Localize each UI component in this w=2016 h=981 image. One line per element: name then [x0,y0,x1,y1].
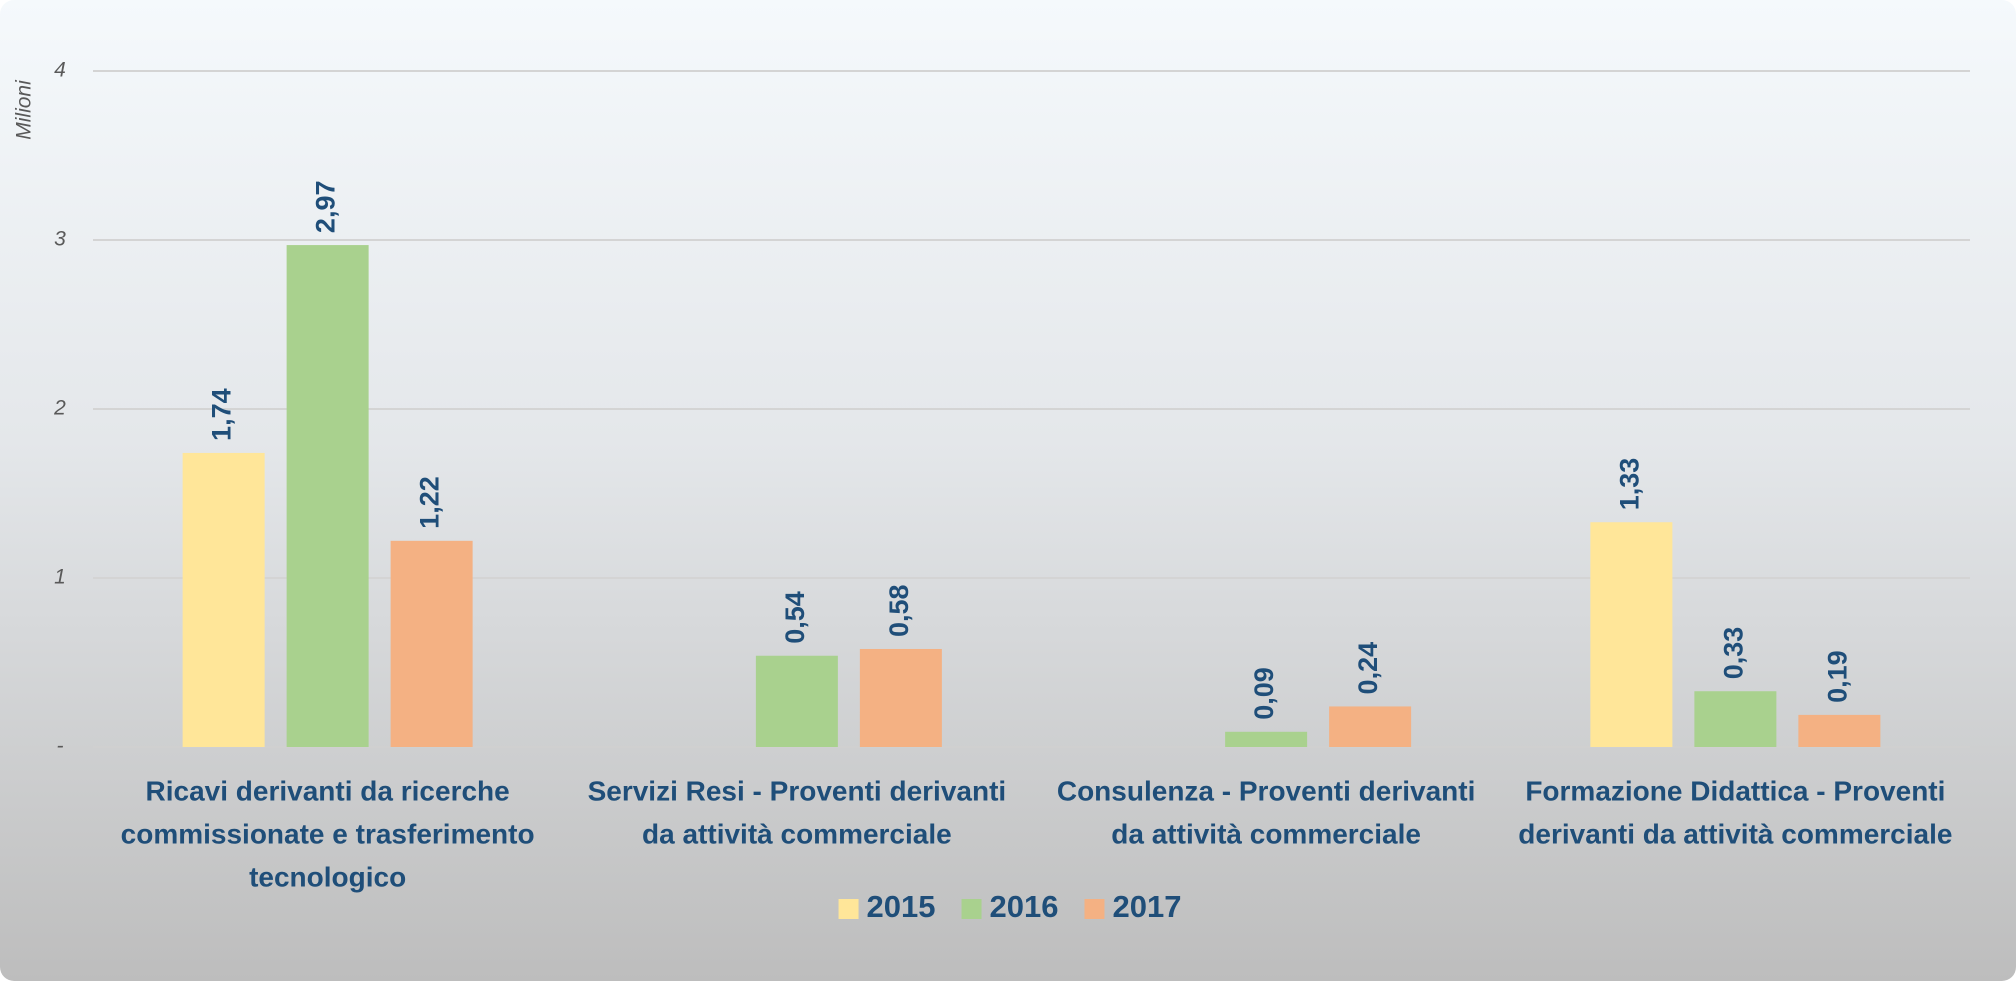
legend-label: 2017 [1112,889,1181,924]
x-tick-label: tecnologico [249,861,406,892]
data-label: 2,97 [311,181,341,234]
y-tick-label: 4 [54,59,66,82]
bar [1798,714,1881,747]
bar [1225,731,1308,747]
y-tick-label: 3 [54,228,66,251]
legend-swatch [1084,899,1105,919]
bar [286,245,369,747]
legend-label: 2016 [990,889,1059,924]
y-tick-label: - [57,735,64,758]
bar [755,655,838,747]
bar [1694,691,1777,747]
data-label: 0,19 [1823,650,1853,703]
x-tick-label: commissionate e trasferimento [121,818,535,849]
legend-label: 2015 [867,889,936,924]
x-tick-label: Consulenza - Proventi derivanti [1057,775,1476,806]
bar [390,540,473,747]
x-tick-label: da attività commerciale [1111,818,1421,849]
bar [1329,706,1412,747]
data-label: 0,09 [1249,667,1279,720]
data-label: 1,33 [1615,458,1645,511]
x-tick-label: Formazione Didattica - Proventi [1525,775,1945,806]
legend-swatch [838,899,859,919]
data-label: 1,74 [207,388,237,441]
x-tick-label: da attività commerciale [642,818,952,849]
data-label: 0,33 [1719,627,1749,680]
legend-swatch [961,899,982,919]
bar [1590,522,1673,747]
data-label: 0,24 [1353,642,1383,695]
bar [859,648,942,747]
y-tick-label: 2 [53,397,66,420]
data-label: 0,58 [884,584,914,637]
x-tick-label: Servizi Resi - Proventi derivanti [588,775,1007,806]
legend: 2015 2016 2017 [838,889,1181,924]
x-tick-label: derivanti da attività commerciale [1518,818,1952,849]
bar [182,452,265,747]
x-tick-label: Ricavi derivanti da ricerche [146,775,510,806]
data-label: 1,22 [415,476,445,529]
y-axis-label: Milioni [13,79,36,140]
data-label: 0,54 [780,591,810,644]
y-tick-label: 1 [54,566,66,589]
